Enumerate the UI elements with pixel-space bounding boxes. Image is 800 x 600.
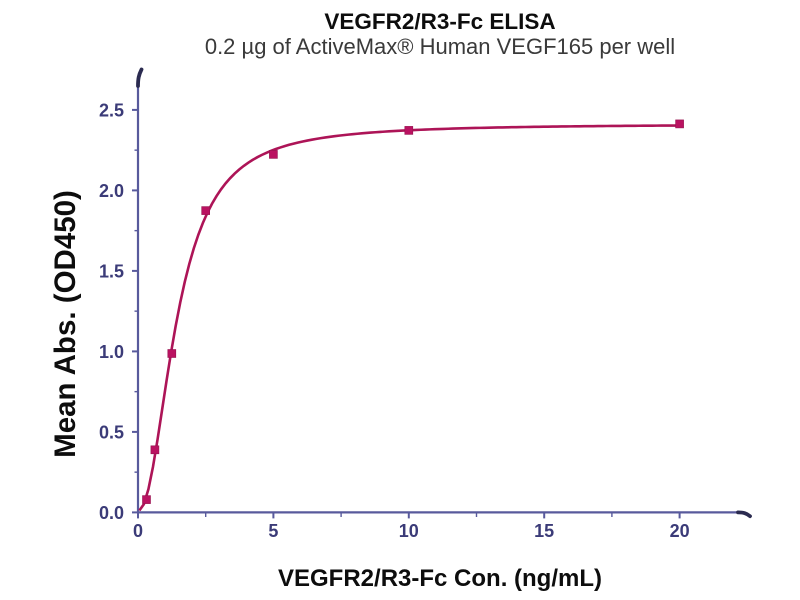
svg-text:0.0: 0.0	[99, 503, 124, 523]
svg-text:2.5: 2.5	[99, 101, 124, 121]
svg-text:10: 10	[399, 521, 419, 541]
svg-text:0: 0	[133, 521, 143, 541]
svg-text:20: 20	[670, 521, 690, 541]
svg-text:0.5: 0.5	[99, 423, 124, 443]
svg-text:5: 5	[268, 521, 278, 541]
svg-text:15: 15	[534, 521, 554, 541]
svg-text:1.0: 1.0	[99, 342, 124, 362]
svg-text:1.5: 1.5	[99, 262, 124, 282]
svg-text:2.0: 2.0	[99, 181, 124, 201]
